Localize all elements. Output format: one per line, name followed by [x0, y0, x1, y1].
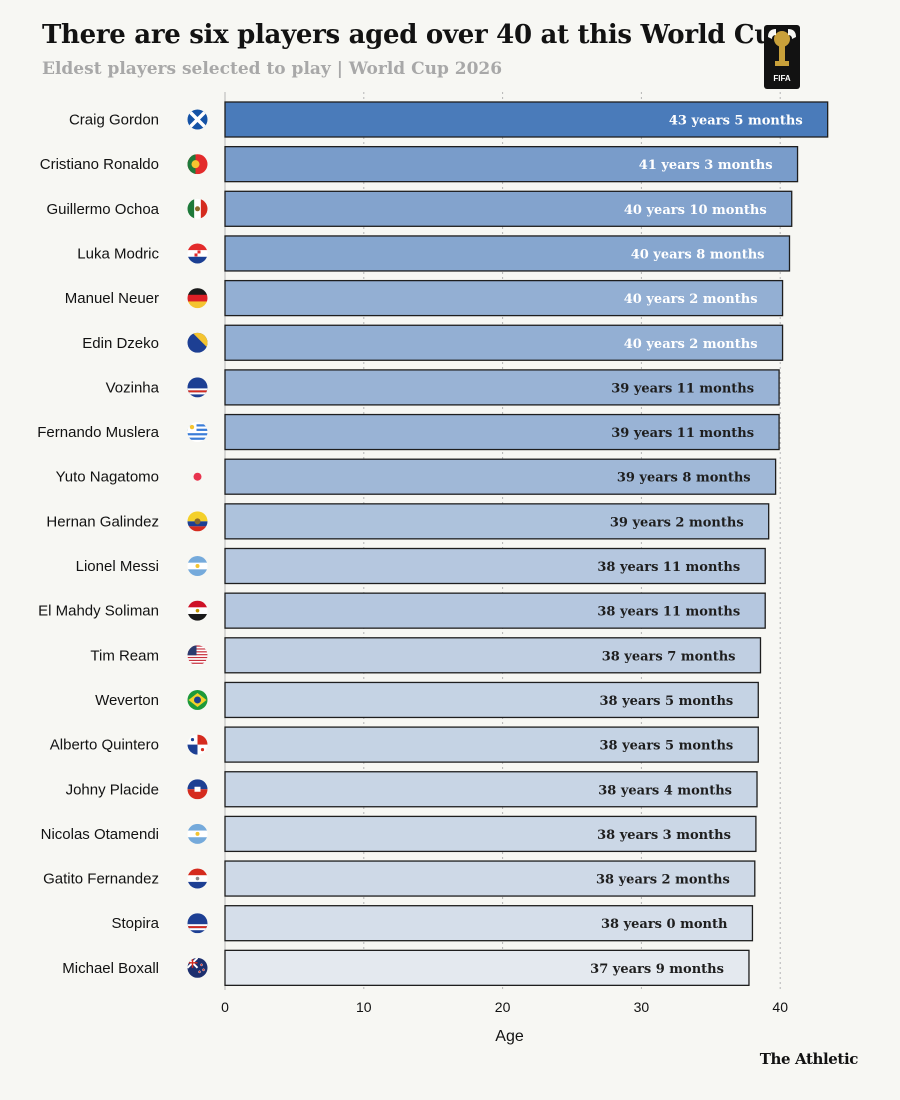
argentina-flag-icon — [187, 556, 208, 576]
player-label: Alberto Quintero — [50, 737, 159, 754]
egypt-flag-icon — [187, 600, 208, 621]
bar — [224, 413, 780, 451]
bar — [224, 949, 750, 986]
haiti-flag-icon — [187, 779, 208, 800]
player-label: Vozinha — [106, 379, 160, 396]
player-label: Guillermo Ochoa — [46, 201, 159, 218]
labels-layer: 43 years 5 months Craig Gordon 41 years 3 … — [37, 109, 803, 978]
uruguay-flag-icon — [187, 422, 208, 443]
data-label: 38 years 7 months — [602, 649, 736, 664]
panama-flag-icon — [187, 734, 208, 755]
player-label: Fernando Muslera — [37, 424, 159, 441]
chart-title: There are six players aged over 40 at th… — [42, 20, 791, 50]
data-label: 40 years 2 months — [624, 292, 758, 307]
brand-logo: The Athletic — [759, 1050, 859, 1068]
player-label: Edin Dzeko — [82, 335, 159, 352]
data-label: 37 years 9 months — [590, 962, 724, 977]
data-label: 38 years 3 months — [597, 828, 731, 843]
player-label: Tim Ream — [90, 647, 159, 664]
bar — [224, 369, 780, 406]
chart-subtitle: Eldest players selected to play | World … — [42, 59, 503, 79]
bar — [224, 503, 770, 540]
data-label: 38 years 11 months — [597, 560, 740, 575]
player-label: Yuto Nagatomo — [56, 469, 159, 486]
x-axis: 0 10 20 30 40 Age — [221, 999, 788, 1045]
player-label: Stopira — [111, 915, 159, 932]
paraguay-flag-icon — [187, 868, 208, 889]
bar — [224, 324, 784, 361]
bar — [224, 279, 784, 317]
player-label: Johny Placide — [66, 781, 159, 798]
data-label: 38 years 5 months — [599, 694, 733, 709]
bar — [224, 145, 799, 183]
fifa-wordmark: FIFA — [773, 74, 791, 83]
player-label: Manuel Neuer — [65, 290, 159, 307]
bar — [224, 592, 766, 629]
data-label: 40 years 8 months — [631, 247, 765, 262]
x-tick-label: 10 — [356, 999, 372, 1015]
x-tick-label: 20 — [495, 999, 511, 1015]
x-tick-label: 40 — [772, 999, 788, 1015]
data-label: 39 years 11 months — [611, 381, 754, 396]
data-label: 38 years 4 months — [598, 783, 732, 798]
player-label: El Mahdy Soliman — [38, 603, 159, 620]
data-label: 39 years 11 months — [611, 426, 754, 441]
mexico-flag-icon — [187, 198, 208, 219]
bosnia-flag-icon — [187, 332, 208, 353]
portugal-flag-icon — [187, 154, 208, 175]
bar — [224, 771, 758, 808]
data-label: 43 years 5 months — [669, 114, 803, 129]
world-cup-logo: FIFA — [764, 25, 800, 89]
data-label: 38 years 0 month — [601, 917, 728, 932]
player-label: Lionel Messi — [76, 558, 159, 575]
cape-verde-flag-icon — [187, 377, 208, 398]
bar — [224, 458, 777, 495]
data-label: 38 years 2 months — [596, 873, 730, 888]
player-label: Nicolas Otamendi — [41, 826, 159, 843]
bar — [224, 815, 757, 853]
player-label: Luka Modric — [77, 245, 159, 262]
data-label: 39 years 8 months — [617, 471, 751, 486]
bar — [224, 637, 762, 674]
player-label: Gatito Fernandez — [43, 871, 159, 888]
usa-flag-icon — [187, 645, 208, 666]
player-label: Weverton — [95, 692, 159, 709]
x-tick-label: 0 — [221, 999, 229, 1015]
argentina-flag-icon — [187, 823, 208, 844]
data-label: 39 years 2 months — [610, 515, 744, 530]
bar — [224, 101, 829, 138]
player-label: Cristiano Ronaldo — [40, 156, 159, 173]
bar — [224, 547, 766, 585]
scotland-flag-icon — [187, 109, 208, 130]
data-label: 40 years 10 months — [624, 203, 767, 218]
player-label: Hernan Galindez — [46, 513, 159, 530]
data-label: 40 years 2 months — [624, 337, 758, 352]
ecuador-flag-icon — [187, 511, 208, 532]
bar — [224, 235, 791, 272]
bar — [224, 905, 754, 942]
bar — [224, 681, 759, 719]
bar — [224, 726, 759, 763]
bar — [224, 190, 793, 227]
data-label: 38 years 11 months — [597, 605, 740, 620]
new-zealand-flag-icon — [187, 957, 208, 978]
x-tick-label: 30 — [634, 999, 650, 1015]
player-label: Michael Boxall — [62, 960, 159, 977]
cape-verde-flag-icon — [187, 913, 208, 934]
germany-flag-icon — [187, 288, 208, 309]
player-label: Craig Gordon — [69, 112, 159, 129]
japan-flag-icon — [187, 466, 208, 487]
x-axis-title: Age — [495, 1028, 524, 1045]
bar — [224, 860, 756, 897]
brazil-flag-icon — [187, 689, 208, 710]
croatia-flag-icon — [187, 243, 208, 264]
data-label: 38 years 5 months — [599, 739, 733, 754]
bars-layer — [224, 101, 829, 986]
data-label: 41 years 3 months — [639, 158, 773, 173]
